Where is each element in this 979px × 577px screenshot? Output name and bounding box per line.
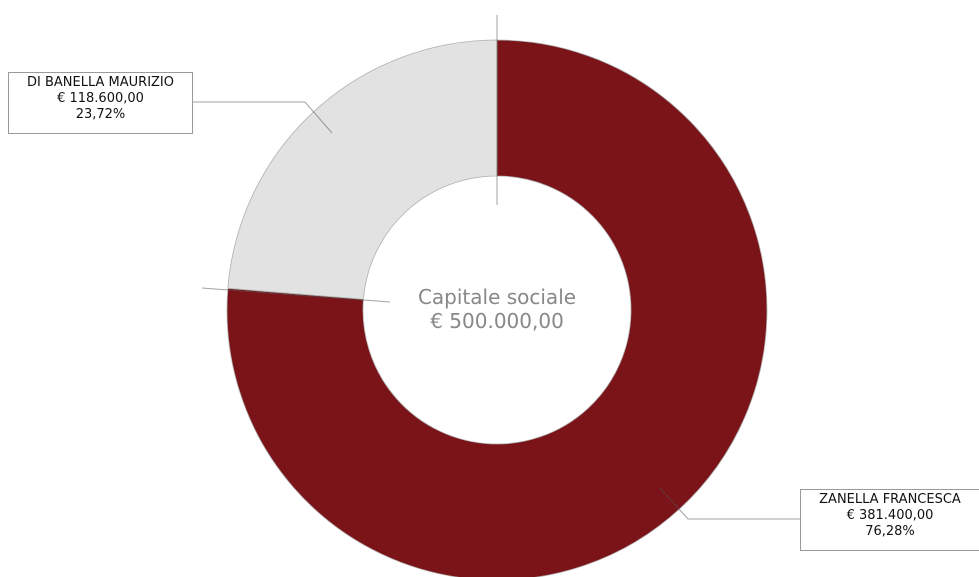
donut-slice-di-banella-maurizio <box>227 39 498 300</box>
leader-line-zanella-francesca <box>659 487 800 520</box>
leader-line-di-banella-maurizio <box>193 101 333 134</box>
slice-value: € 118.600,00 <box>57 91 144 106</box>
slice-label-zanella-francesca: ZANELLA FRANCESCA € 381.400,00 76,28% <box>800 489 979 551</box>
donut-center-text: Capitale sociale € 500.000,00 <box>347 285 647 333</box>
center-label: Capitale sociale <box>417 285 577 309</box>
slice-name: ZANELLA FRANCESCA <box>819 492 961 507</box>
slice-value: € 381.400,00 <box>846 508 934 523</box>
slice-percent: 76,28% <box>865 524 915 539</box>
donut-slice-zanella-francesca <box>226 39 768 577</box>
slice-label-di-banella-maurizio: DI BANELLA MAURIZIO € 118.600,00 23,72% <box>8 72 193 134</box>
center-value: € 500.000,00 <box>430 309 564 333</box>
slice-percent: 23,72% <box>75 107 126 122</box>
left-separator-line <box>201 287 391 303</box>
slice-name: DI BANELLA MAURIZIO <box>27 75 174 90</box>
